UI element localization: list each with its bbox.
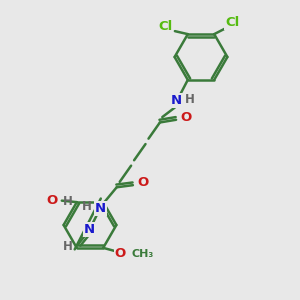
Text: CH₃: CH₃ — [131, 249, 154, 259]
Text: O: O — [180, 111, 192, 124]
Text: H: H — [82, 200, 92, 213]
Text: H: H — [63, 195, 73, 208]
Text: Cl: Cl — [225, 16, 239, 29]
Text: Cl: Cl — [158, 20, 172, 32]
Text: N: N — [84, 224, 95, 236]
Text: O: O — [46, 194, 57, 207]
Text: O: O — [137, 176, 148, 189]
Text: N: N — [171, 94, 182, 107]
Text: N: N — [94, 202, 106, 215]
Text: H: H — [62, 241, 72, 254]
Text: O: O — [115, 247, 126, 260]
Text: H: H — [185, 93, 195, 106]
